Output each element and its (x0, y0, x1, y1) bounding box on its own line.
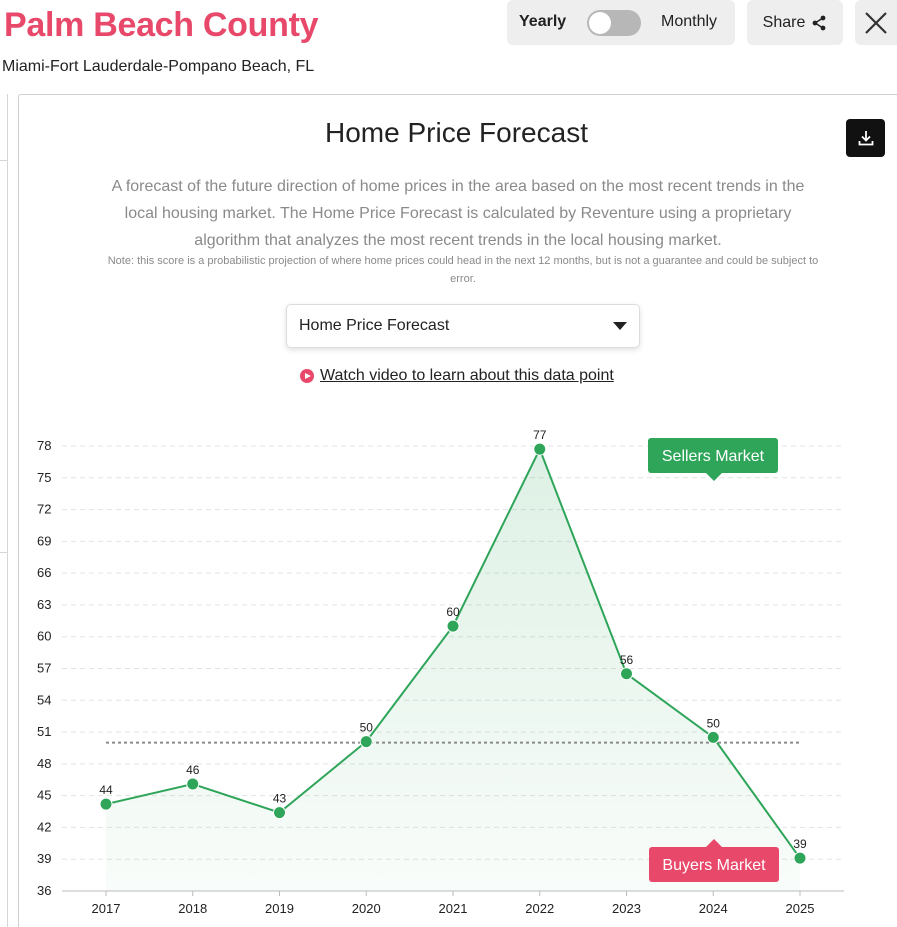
x-tick-label: 2022 (525, 901, 554, 916)
data-point (533, 442, 547, 456)
left-panel-edge (0, 94, 8, 927)
sellers-market-pointer (706, 473, 722, 481)
data-point (706, 730, 720, 744)
data-point (620, 667, 633, 681)
switch-knob (589, 12, 611, 34)
y-tick-label: 63 (37, 597, 51, 612)
y-tick-label: 51 (37, 724, 51, 739)
y-tick-label: 48 (37, 756, 51, 771)
data-point (793, 851, 807, 865)
close-button[interactable] (855, 0, 897, 45)
y-tick-label: 66 (37, 565, 51, 580)
metro-subtitle: Miami-Fort Lauderdale-Pompano Beach, FL (2, 58, 315, 75)
x-tick-label: 2017 (92, 901, 121, 916)
y-tick-label: 75 (37, 470, 51, 485)
share-button[interactable]: Share (747, 0, 843, 45)
y-tick-label: 69 (37, 533, 51, 548)
buyers-market-label: Buyers Market (662, 857, 766, 874)
data-point (273, 806, 286, 820)
metric-select-value: Home Price Forecast (299, 317, 450, 334)
y-tick-label: 36 (37, 883, 51, 898)
y-tick-label: 72 (37, 502, 51, 517)
period-switch[interactable] (587, 10, 641, 36)
x-tick-label: 2024 (699, 901, 728, 916)
y-tick-label: 60 (37, 629, 51, 644)
x-tick-label: 2019 (265, 901, 294, 916)
county-title: Palm Beach County (4, 6, 319, 44)
sellers-market-badge (648, 438, 778, 473)
toggle-yearly-label[interactable]: Yearly (519, 13, 567, 30)
chart-description: A forecast of the future direction of ho… (111, 178, 805, 249)
data-label: 50 (360, 721, 374, 735)
y-tick-label: 54 (37, 692, 51, 707)
share-label: Share (762, 13, 806, 31)
data-point (359, 735, 373, 749)
download-button[interactable] (846, 119, 885, 157)
download-icon (858, 131, 873, 146)
buyers-market-badge (649, 847, 779, 882)
y-tick-label: 39 (37, 851, 51, 866)
y-tick-label: 78 (37, 438, 51, 453)
y-tick-label: 42 (37, 819, 51, 834)
series-area (106, 449, 800, 891)
share-icon (812, 15, 826, 30)
period-toggle[interactable]: Yearly Monthly (507, 0, 735, 45)
close-icon (865, 11, 887, 34)
x-tick-label: 2025 (786, 901, 815, 916)
left-panel-divider (0, 552, 8, 553)
x-tick-label: 2020 (352, 901, 381, 916)
caret-down-icon (613, 322, 627, 330)
data-label: 43 (273, 792, 287, 806)
toggle-monthly-label[interactable]: Monthly (661, 13, 718, 30)
watch-video-text: Watch video to learn about this data poi… (320, 367, 614, 384)
data-label: 77 (533, 428, 547, 442)
left-panel-divider (0, 160, 8, 161)
chart-note: Note: this score is a probabilistic proj… (107, 255, 819, 285)
data-label: 46 (186, 763, 200, 777)
x-tick-label: 2021 (439, 901, 468, 916)
x-tick-label: 2023 (612, 901, 641, 916)
data-point (99, 797, 113, 811)
sellers-market-label: Sellers Market (662, 448, 765, 465)
data-point (446, 619, 460, 633)
y-tick-label: 57 (37, 661, 51, 676)
play-icon (300, 369, 314, 383)
data-label: 60 (446, 605, 460, 619)
metric-select[interactable]: Home Price Forecast (286, 304, 640, 348)
x-tick-label: 2018 (178, 901, 207, 916)
data-label: 50 (707, 716, 721, 730)
buyers-market-pointer (706, 839, 722, 847)
chart-title: Home Price Forecast (325, 117, 588, 148)
data-point (186, 777, 200, 791)
y-tick-label: 45 (37, 788, 51, 803)
data-label: 44 (99, 783, 113, 797)
data-label: 56 (620, 653, 634, 667)
watch-video-link[interactable]: Watch video to learn about this data poi… (300, 366, 614, 386)
data-label: 39 (793, 837, 807, 851)
